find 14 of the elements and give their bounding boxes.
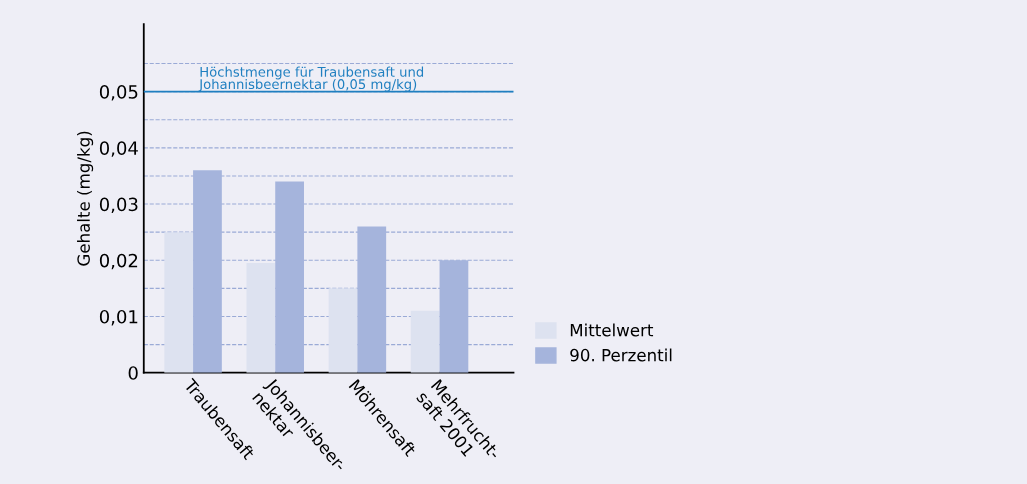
y-tick-label: 0 [128,366,138,380]
legend-label: Mittelwert [570,323,654,337]
bar [246,263,276,373]
y-tick-label: 0,05 [99,85,138,101]
y-tick-label: 0,04 [99,141,138,157]
legend-label: 90. Perzentil [570,348,672,362]
y-axis-title: Gehalte (mg/kg) [77,131,94,266]
y-tick-label: 0,02 [99,253,138,270]
ref-line-label: Höchstmenge für Traubensaft und Johannisbeernektar (0,05 mg/kg) [198,66,424,92]
y-tick-label: 0,03 [99,197,138,214]
y-tick-label: 0,01 [99,309,138,326]
bar [164,232,194,373]
bar [410,310,440,373]
bar [328,288,358,373]
